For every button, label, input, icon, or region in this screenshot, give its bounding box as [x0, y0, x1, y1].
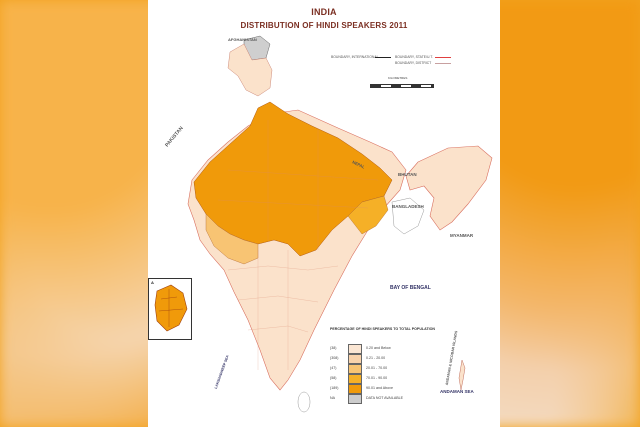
scale-bar: KILOMETRES — [370, 76, 434, 90]
legend-row: (47) 20.01 - 70.00 — [330, 364, 440, 374]
legend-count: (308) — [330, 356, 339, 360]
label-afghanistan: AFGHANISTAN — [228, 37, 257, 42]
boundary-international-label: BOUNDARY, INTERNATIONAL — [331, 55, 379, 59]
legend-swatch — [348, 384, 362, 394]
inset-letter: A — [151, 280, 154, 285]
north-states — [227, 43, 273, 97]
legend-range: 20.01 - 70.00 — [366, 366, 388, 370]
legend-count: (47) — [330, 366, 337, 370]
legend-count: (58) — [330, 376, 337, 380]
legend-swatch — [348, 354, 362, 364]
bangladesh — [391, 197, 425, 235]
inset-delhi — [154, 284, 188, 332]
boundary-state-label: BOUNDARY, STATE/U.T. — [395, 55, 433, 59]
northeast — [405, 145, 493, 231]
legend-range: 0.21 - 20.00 — [366, 356, 386, 360]
map-frame: INDIA DISTRIBUTION OF HINDI SPEAKERS 201… — [148, 0, 500, 427]
legend-swatch — [348, 394, 362, 404]
scale-bar-graphic — [370, 84, 434, 88]
label-myanmar: MYANMAR — [450, 233, 474, 238]
legend-swatch — [348, 374, 362, 384]
legend: PERCENTAGE OF HINDI SPEAKERS TO TOTAL PO… — [330, 327, 440, 409]
boundary-international-entry: BOUNDARY, INTERNATIONAL — [331, 55, 391, 59]
district-lines — [217, 120, 379, 370]
sri-lanka — [297, 391, 311, 413]
legend-count: NA — [330, 396, 335, 400]
legend-row: NA DATA NOT AVAILABLE — [330, 394, 440, 404]
andaman-islands — [458, 359, 466, 391]
label-bangladesh: BANGLADESH — [392, 204, 424, 209]
legend-heading: PERCENTAGE OF HINDI SPEAKERS TO TOTAL PO… — [330, 327, 436, 331]
legend-range: 0.20 and Below — [366, 346, 391, 350]
legend-row: (189) 90.01 and Above — [330, 384, 440, 394]
legend-count: (189) — [330, 386, 339, 390]
boundary-state-entry: BOUNDARY, STATE/U.T. — [395, 55, 451, 59]
boundary-district-line — [435, 63, 451, 64]
boundary-international-line — [375, 57, 391, 58]
legend-range: DATA NOT AVAILABLE — [366, 396, 404, 400]
map-title: INDIA — [311, 7, 337, 17]
label-bay-of-bengal: BAY OF BENGAL — [390, 285, 431, 291]
legend-range: 90.01 and Above — [366, 386, 393, 390]
map-subtitle: DISTRIBUTION OF HINDI SPEAKERS 2011 — [240, 21, 408, 30]
legend-range: 70.01 - 90.00 — [366, 376, 388, 380]
label-bhutan: BHUTAN — [398, 172, 417, 177]
india-map — [187, 35, 493, 413]
legend-count: (38) — [330, 346, 337, 350]
legend-swatch — [348, 364, 362, 374]
label-andaman-sea: ANDAMAN SEA — [440, 389, 474, 394]
legend-row: (58) 70.01 - 90.00 — [330, 374, 440, 384]
boundary-district-entry: BOUNDARY, DISTRICT — [395, 61, 451, 65]
boundary-state-line — [435, 57, 451, 58]
legend-row: (308) 0.21 - 20.00 — [330, 354, 440, 364]
boundary-district-label: BOUNDARY, DISTRICT — [395, 61, 432, 65]
transition-east — [347, 195, 389, 235]
legend-row: (38) 0.20 and Below — [330, 344, 440, 354]
scale-label: KILOMETRES — [388, 76, 408, 80]
legend-swatch — [348, 344, 362, 354]
inset-map: A — [148, 278, 192, 340]
